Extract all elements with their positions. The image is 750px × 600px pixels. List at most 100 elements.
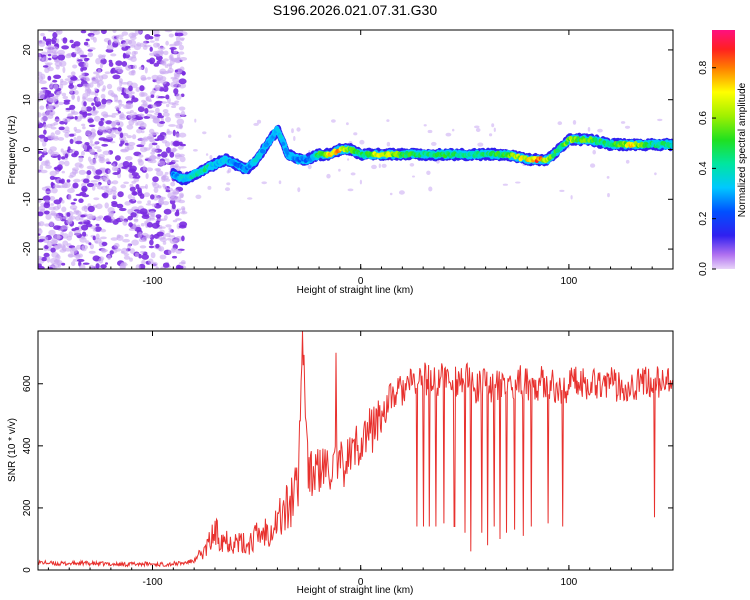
noise-speckle <box>125 102 134 110</box>
noise-speckle <box>88 47 96 50</box>
noise-speckle <box>52 103 60 108</box>
noise-speckle <box>176 53 181 59</box>
page-title: S196.2026.021.07.31.G30 <box>272 2 438 18</box>
noise-speckle <box>151 203 157 207</box>
noise-speckle <box>168 230 172 233</box>
noise-speckle <box>515 181 521 184</box>
noise-speckle <box>131 191 138 196</box>
noise-speckle <box>58 160 65 165</box>
noise-speckle <box>54 118 61 122</box>
noise-speckle <box>133 112 137 116</box>
noise-speckle <box>139 85 145 92</box>
noise-speckle <box>572 120 577 125</box>
noise-speckle <box>120 215 124 222</box>
noise-speckle <box>73 41 81 47</box>
noise-speckle <box>154 50 162 57</box>
noise-speckle <box>124 201 131 206</box>
noise-speckle <box>138 154 144 158</box>
noise-speckle <box>131 172 139 177</box>
noise-speckle <box>172 129 176 137</box>
noise-speckle <box>46 105 54 111</box>
noise-speckle <box>147 200 152 204</box>
noise-speckle <box>164 171 169 175</box>
noise-speckle <box>73 198 78 202</box>
noise-speckle <box>172 255 177 259</box>
noise-speckle <box>39 169 48 174</box>
noise-speckle <box>76 244 82 250</box>
noise-speckle <box>73 85 78 90</box>
noise-speckle <box>118 103 125 107</box>
noise-speckle <box>181 207 186 214</box>
noise-speckle <box>91 102 95 106</box>
noise-speckle <box>126 80 133 87</box>
noise-speckle <box>386 119 390 122</box>
noise-speckle <box>145 234 152 239</box>
noise-speckle <box>64 126 70 132</box>
noise-speckle <box>119 132 124 139</box>
noise-speckle <box>113 242 120 249</box>
noise-speckle <box>389 192 393 196</box>
noise-speckle <box>101 241 108 247</box>
noise-speckle <box>48 149 53 155</box>
noise-speckle <box>92 110 99 114</box>
noise-speckle <box>54 260 60 263</box>
noise-speckle <box>165 232 171 238</box>
noise-speckle <box>105 120 113 125</box>
noise-speckle <box>155 214 162 219</box>
noise-speckle <box>163 185 168 190</box>
noise-speckle <box>49 85 53 89</box>
noise-speckle <box>278 180 282 185</box>
noise-speckle <box>85 223 93 228</box>
noise-speckle <box>155 145 160 149</box>
noise-speckle <box>207 185 212 190</box>
noise-speckle <box>128 39 133 45</box>
noise-speckle <box>38 211 44 217</box>
noise-speckle <box>158 201 164 206</box>
noise-speckle <box>173 71 181 78</box>
noise-speckle <box>88 124 96 128</box>
noise-speckle <box>38 112 42 118</box>
noise-speckle <box>141 253 149 260</box>
noise-speckle <box>40 154 45 158</box>
noise-speckle <box>307 164 312 170</box>
noise-speckle <box>148 110 155 113</box>
noise-speckle <box>69 138 74 144</box>
noise-speckle <box>117 110 121 114</box>
noise-speckle <box>38 265 45 269</box>
noise-speckle <box>137 106 145 113</box>
noise-speckle <box>94 141 99 144</box>
noise-speckle <box>43 124 48 129</box>
noise-speckle <box>74 129 82 134</box>
noise-speckle <box>168 102 177 105</box>
snr-xlabel: Height of straight line (km) <box>297 585 414 596</box>
noise-speckle <box>100 93 106 99</box>
noise-speckle <box>331 119 336 123</box>
noise-speckle <box>153 34 161 37</box>
noise-speckle <box>61 206 67 213</box>
noise-speckle <box>71 111 79 116</box>
noise-speckle <box>83 101 87 107</box>
noise-speckle <box>102 150 111 156</box>
noise-speckle <box>144 107 149 114</box>
noise-speckle <box>102 131 107 134</box>
noise-speckle <box>71 94 75 101</box>
noise-speckle <box>141 236 148 242</box>
noise-speckle <box>59 120 66 125</box>
noise-speckle <box>174 211 180 217</box>
noise-speckle <box>152 117 161 124</box>
noise-speckle <box>47 30 56 33</box>
noise-speckle <box>133 209 140 212</box>
noise-speckle <box>477 142 484 147</box>
noise-speckle <box>205 153 209 156</box>
noise-speckle <box>95 263 100 269</box>
noise-speckle <box>79 217 84 221</box>
noise-speckle <box>144 67 148 74</box>
noise-speckle <box>47 44 53 52</box>
noise-speckle <box>51 39 57 45</box>
noise-speckle <box>178 224 187 229</box>
noise-speckle <box>136 120 145 126</box>
noise-speckle <box>53 234 61 238</box>
noise-speckle <box>115 35 120 39</box>
noise-speckle <box>68 133 75 137</box>
noise-speckle <box>431 141 437 146</box>
